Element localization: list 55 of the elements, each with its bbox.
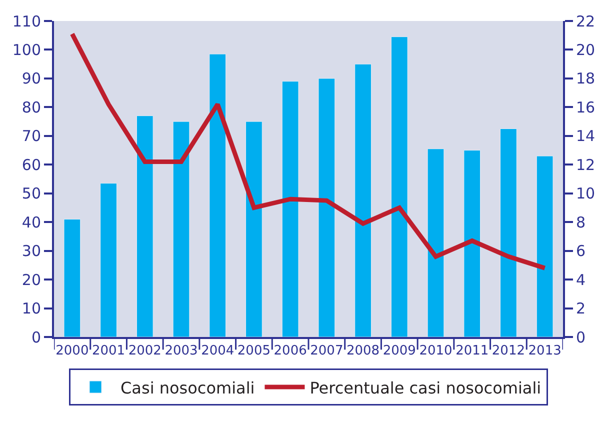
y-tick-label: 10: [22, 300, 41, 318]
y2-tick-label: 4: [576, 270, 586, 289]
x-tick-label: 2002: [128, 344, 162, 359]
bar: [282, 81, 299, 337]
x-tick-label: 2008: [346, 344, 380, 359]
y2-tick-label: 20: [576, 40, 596, 59]
bar: [136, 116, 154, 337]
y2-tick-label: 14: [576, 127, 596, 146]
y-tick-label: 20: [22, 270, 41, 289]
bar: [536, 156, 554, 337]
x-tick-label: 2001: [92, 344, 126, 359]
x-tick-label: 2012: [492, 344, 526, 359]
y-tick-label: 60: [22, 156, 41, 174]
x-tick-label: 2011: [456, 344, 489, 359]
y-tick-label: 110: [12, 12, 41, 30]
y-tick-label: 100: [12, 40, 41, 59]
legend-label: Casi nosocomiali: [120, 378, 255, 398]
y-tick-label: 90: [22, 70, 41, 88]
x-tick-label: 2010: [419, 344, 452, 359]
x-tick-label: 2003: [164, 344, 198, 359]
legend-label: Percentuale casi nosocomiali: [310, 378, 542, 398]
y2-tick-label: 22: [576, 12, 596, 30]
y-tick-label: 80: [22, 98, 41, 116]
y-tick-label: 70: [22, 127, 41, 146]
y2-tick-label: 2: [576, 300, 586, 318]
bar: [427, 148, 444, 337]
line-series: [70, 32, 548, 270]
y2-tick-label: 16: [576, 98, 596, 116]
y2-tick-label: 8: [576, 213, 586, 232]
bar: [64, 218, 81, 337]
x-tick-label: 2005: [237, 344, 271, 359]
x-tick-label: 2007: [310, 344, 344, 359]
x-tick-label: 2013: [528, 344, 562, 359]
bar: [318, 78, 336, 337]
bar: [354, 64, 372, 337]
y-tick-label: 30: [22, 242, 41, 260]
y2-tick-label: 18: [576, 70, 596, 88]
x-tick-label: 2006: [274, 344, 307, 359]
x-tick-label: 2000: [56, 344, 89, 359]
y-tick-label: 0: [31, 328, 41, 346]
y2-tick-label: 10: [576, 184, 596, 203]
x-tick-label: 2009: [382, 344, 416, 359]
y-tick-label: 40: [22, 213, 41, 232]
bar: [246, 121, 262, 337]
bar: [464, 150, 481, 337]
y2-tick-label: 0: [576, 328, 586, 346]
y2-tick-label: 12: [576, 156, 596, 174]
bar: [209, 54, 226, 337]
y2-tick-label: 6: [576, 242, 586, 260]
x-tick-label: 2004: [201, 344, 234, 359]
bar: [172, 121, 190, 337]
bar: [100, 183, 117, 337]
bar: [500, 128, 517, 337]
y-tick-label: 50: [22, 184, 41, 203]
bar: [390, 36, 408, 337]
